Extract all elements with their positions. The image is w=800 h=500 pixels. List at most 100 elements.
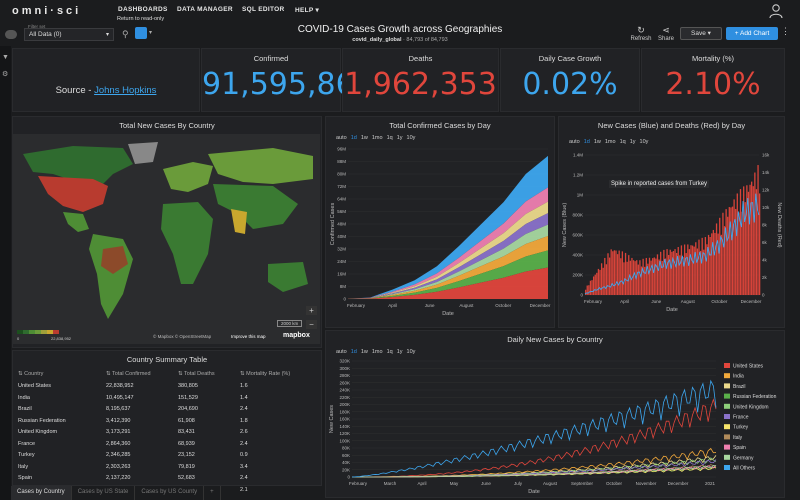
death-bar (727, 216, 729, 295)
johns-hopkins-link[interactable]: Johns Hopkins (94, 85, 157, 96)
table-cell: 1.6 (240, 383, 248, 389)
confirmed-panel: Total Confirmed Cases by Day auto 1d 1w 1mo… (325, 116, 555, 328)
zoom-out-button[interactable]: − (306, 320, 317, 329)
nav-sql-editor[interactable]: SQL EDITOR (242, 6, 285, 13)
range-1mo[interactable]: 1mo (371, 135, 383, 141)
death-bar (677, 247, 679, 295)
table-cell: 10,495,147 (106, 394, 134, 401)
range-1mo[interactable]: 1mo (604, 139, 616, 145)
nav-help[interactable]: HELP ▾ (295, 7, 320, 14)
more-options-icon[interactable]: ⋮ (781, 26, 790, 36)
death-bar (660, 251, 662, 295)
new-cases-panel: New Cases (Blue) and Deaths (Red) by Day… (558, 116, 785, 328)
edit-mode-button[interactable] (135, 27, 147, 39)
legend-label: Russian Federation (733, 394, 777, 400)
add-chart-button[interactable]: + Add Chart (726, 27, 778, 40)
death-bar (672, 251, 675, 295)
table-header: ⇅ Total Confirmed (106, 371, 151, 377)
tab-cases-by-us-county[interactable]: Cases by US County (135, 486, 205, 500)
improve-map-link[interactable]: Improve this map (231, 334, 266, 339)
nav-dashboards[interactable]: DASHBOARDS (118, 6, 168, 13)
range-1q[interactable]: 1q (386, 349, 393, 355)
y-tick-label: 1M (577, 193, 584, 198)
save-button[interactable]: Save ▾ (680, 27, 722, 40)
range-auto[interactable]: auto (336, 349, 347, 355)
range-1w[interactable]: 1w (360, 349, 368, 355)
death-bar (754, 172, 756, 295)
legend-label: Italy (733, 435, 743, 441)
range-1y[interactable]: 1y (396, 349, 403, 355)
table-cell: 204,690 (178, 406, 198, 412)
death-bar (755, 189, 758, 295)
death-bar (749, 184, 751, 295)
source-table-name: covid_daily_global (352, 37, 402, 43)
top-nav: omni·sci DASHBOARDS DATA MANAGER SQL EDI… (0, 0, 800, 22)
legend-swatch (724, 363, 730, 368)
x-tick-label: February (584, 299, 603, 304)
death-bar (675, 252, 678, 295)
filter-icon[interactable]: ⚲ (122, 29, 129, 39)
zoom-in-button[interactable]: + (306, 306, 317, 315)
range-1y[interactable]: 1y (396, 135, 403, 141)
settings-icon[interactable]: ⚙ (2, 71, 9, 78)
y-tick-label: 1.2M (573, 173, 583, 178)
choropleth-map[interactable]: 0 22,838,952 © Mapbox © OpenStreetMap Im… (13, 134, 320, 344)
y-tick-label: 200K (572, 273, 583, 278)
range-10y[interactable]: 10y (406, 349, 416, 355)
kpi-confirmed-title: Confirmed (253, 54, 289, 63)
refresh-button[interactable]: ↻ Refresh (630, 25, 652, 42)
mapbox-logo: mapbox (283, 332, 310, 339)
range-10y[interactable]: 10y (639, 139, 649, 145)
funnel-icon[interactable]: ▼ (2, 54, 9, 61)
filterset-select[interactable]: All Data (0) ▾ (24, 28, 114, 41)
legend-swatch (724, 403, 730, 409)
range-1mo[interactable]: 1mo (371, 349, 383, 355)
death-bar (751, 181, 753, 295)
dashboard-title[interactable]: COVID-19 Cases Growth across Geographies (297, 24, 503, 35)
range-1d[interactable]: 1d (583, 139, 590, 145)
death-bar (666, 249, 668, 295)
daily-cases-line-chart[interactable]: 0 20K 40K 60K 80K 100K 120K 140K 160K 180K 200K 220… (326, 355, 784, 499)
new-cases-deaths-chart[interactable]: 0 200K 400K 600K 800K 1M 1.2M 1.4M 0 2k 4k 6k 8k 10k 1… (559, 145, 784, 329)
death-bar (608, 257, 611, 295)
tab-cases-by-us-state[interactable]: Cases by US State (72, 486, 136, 500)
range-auto[interactable]: auto (569, 139, 580, 145)
death-bar (656, 254, 659, 295)
edit-caret-icon[interactable]: ▾ (149, 30, 153, 36)
user-icon[interactable] (768, 3, 784, 19)
y-tick-label: 8M (340, 284, 347, 289)
death-bar (632, 260, 635, 295)
range-1w[interactable]: 1w (360, 135, 368, 141)
nav-data-manager[interactable]: DATA MANAGER (177, 6, 233, 13)
range-1y[interactable]: 1y (629, 139, 636, 145)
app-logo[interactable]: omni·sci (12, 5, 82, 17)
source-prefix: Source - (55, 85, 92, 96)
add-tab-button[interactable]: + (204, 486, 221, 500)
y2-tick-label: 0 (762, 293, 765, 298)
death-bar (712, 229, 715, 295)
range-auto[interactable]: auto (336, 135, 347, 141)
tab-cases-by-country[interactable]: Cases by Country (11, 486, 72, 500)
y-tick-label: 40K (342, 460, 350, 465)
y-tick-label: 160K (339, 417, 350, 422)
range-1q[interactable]: 1q (386, 135, 393, 141)
death-bar (719, 217, 721, 295)
filterset-label: Filter set (28, 24, 46, 29)
table-header: ⇅ Total Deaths (178, 371, 215, 377)
filter-toggle[interactable] (5, 30, 17, 39)
death-bar (616, 254, 619, 295)
range-1w[interactable]: 1w (593, 139, 601, 145)
death-bar (600, 263, 603, 295)
range-1d[interactable]: 1d (350, 349, 357, 355)
y-tick-label: 260K (339, 380, 350, 385)
table-cell: 2,137,220 (106, 475, 131, 481)
range-10y[interactable]: 10y (406, 135, 416, 141)
new-cases-title: New Cases (Blue) and Deaths (Red) by Day (597, 121, 746, 130)
range-1d[interactable]: 1d (350, 135, 357, 141)
confirmed-area-chart[interactable]: 0 8M 16M 24M 32M 40M 48M 56M 64M 72M 80M 88M 96M Febr… (326, 141, 554, 329)
share-button[interactable]: ⋖ Share (656, 25, 676, 42)
x-tick-label: November (636, 481, 657, 486)
range-1q[interactable]: 1q (619, 139, 626, 145)
death-bar (591, 280, 593, 295)
y2-tick-label: 4k (762, 258, 768, 263)
